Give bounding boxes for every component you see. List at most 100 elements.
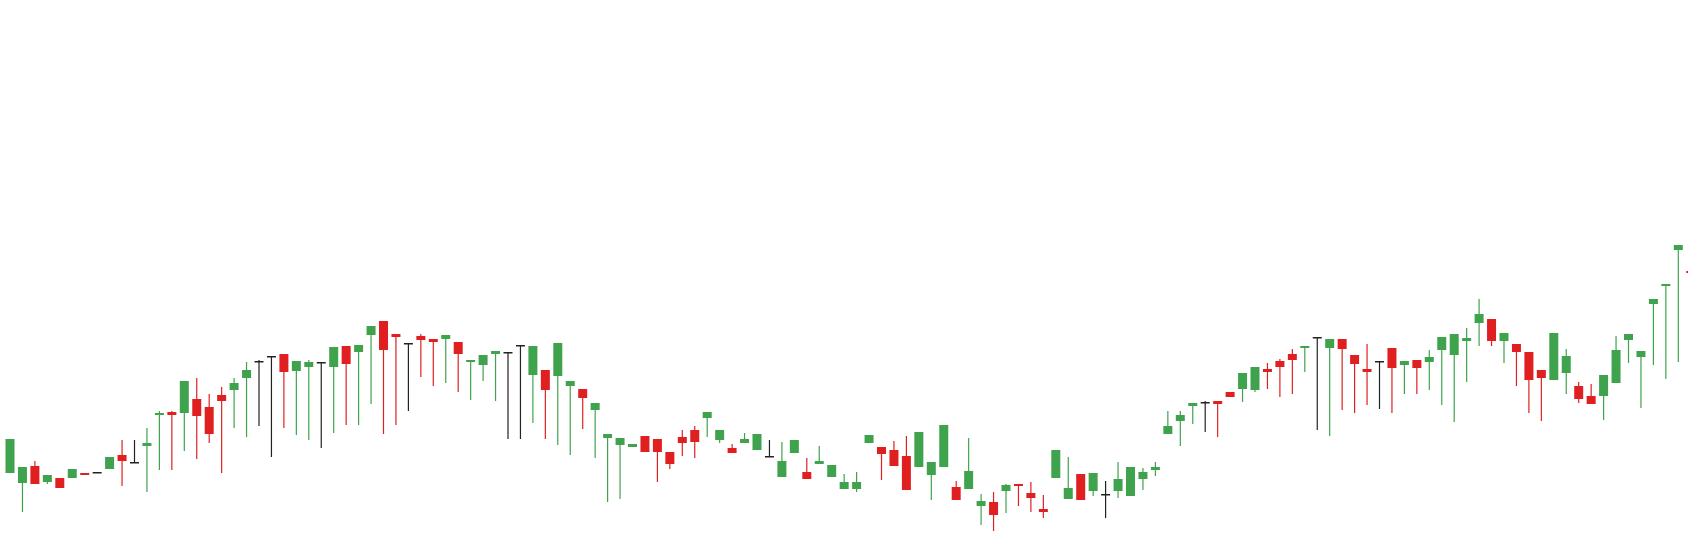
candle xyxy=(702,412,712,437)
candle xyxy=(1648,299,1658,365)
candle xyxy=(789,440,799,453)
candle-body xyxy=(1524,352,1534,380)
candles-layer xyxy=(5,245,1688,531)
candle-body xyxy=(540,370,550,390)
candle xyxy=(1225,392,1235,397)
candle-body xyxy=(1300,346,1310,348)
candle-body xyxy=(416,336,426,340)
candle-body xyxy=(1175,415,1185,421)
candle-body xyxy=(391,334,401,337)
candle-body xyxy=(279,354,289,372)
candle-body xyxy=(379,321,388,350)
candle xyxy=(777,442,787,477)
candle xyxy=(478,355,488,381)
candle-body xyxy=(727,448,737,453)
candle-body xyxy=(1063,488,1073,499)
candle-body xyxy=(839,482,849,489)
candle-body xyxy=(1026,493,1036,498)
candle-body xyxy=(1337,339,1347,349)
candle-body xyxy=(640,436,650,452)
candle xyxy=(466,360,476,400)
candle-body xyxy=(1088,473,1098,491)
candle xyxy=(17,467,27,512)
candle xyxy=(877,447,886,480)
candle-body xyxy=(466,360,476,362)
candle xyxy=(989,492,999,531)
candle-body xyxy=(1350,355,1360,364)
candle-body xyxy=(428,339,438,342)
candle-body xyxy=(1163,426,1173,434)
candle-body xyxy=(1511,344,1521,352)
candle-body xyxy=(889,450,899,466)
candle xyxy=(1325,339,1335,436)
candle xyxy=(515,345,525,439)
candle-body xyxy=(1238,373,1248,389)
candle-body xyxy=(827,465,837,477)
candle xyxy=(354,345,364,425)
candle xyxy=(1399,361,1409,394)
candle xyxy=(1088,473,1098,496)
candle-body xyxy=(254,361,264,363)
candle-body xyxy=(491,351,501,354)
candle-body xyxy=(652,439,662,452)
candle xyxy=(1487,319,1497,346)
candle xyxy=(827,465,837,477)
candle xyxy=(291,361,301,435)
candle xyxy=(677,430,687,456)
candle-body xyxy=(1188,403,1198,406)
candle-body xyxy=(989,502,999,515)
candle-body xyxy=(565,381,575,386)
candle xyxy=(814,446,824,464)
candle-body xyxy=(217,395,227,401)
candle xyxy=(901,436,911,490)
candle xyxy=(142,428,152,492)
candle xyxy=(379,321,388,434)
candle xyxy=(1026,482,1036,512)
candle-body xyxy=(914,432,924,467)
candle xyxy=(1337,339,1347,410)
candle xyxy=(30,461,40,484)
candle-body xyxy=(1611,350,1621,383)
candle-body xyxy=(1648,299,1658,304)
candle-body xyxy=(877,447,886,454)
candle-body xyxy=(603,434,613,438)
candle xyxy=(652,439,662,482)
candle xyxy=(1449,334,1459,422)
candle xyxy=(1524,352,1534,413)
candle xyxy=(690,426,700,458)
candle xyxy=(615,438,625,499)
candle-body xyxy=(1001,485,1011,491)
candle xyxy=(1549,333,1559,380)
candle-body xyxy=(515,345,525,347)
candle-body xyxy=(1661,284,1671,286)
candle xyxy=(1350,355,1360,413)
candle xyxy=(391,334,401,425)
candle-body xyxy=(628,444,637,447)
candle xyxy=(42,475,52,484)
candle xyxy=(1051,450,1061,478)
candle xyxy=(329,347,339,433)
candle xyxy=(416,334,426,377)
candle-body xyxy=(1013,484,1023,486)
candle xyxy=(67,469,77,478)
candle xyxy=(1063,457,1073,499)
candle-body xyxy=(901,456,911,490)
candle-body xyxy=(204,407,214,434)
candle xyxy=(1636,351,1646,408)
candle xyxy=(1175,411,1185,446)
candle xyxy=(628,444,637,447)
candle-body xyxy=(30,466,40,484)
candle-body xyxy=(130,462,139,464)
candle-body xyxy=(553,343,563,376)
candle xyxy=(1275,359,1285,397)
candle xyxy=(1561,349,1571,394)
candle xyxy=(951,481,961,500)
candle xyxy=(1673,245,1683,362)
candle xyxy=(1101,481,1111,518)
candle-body xyxy=(478,355,488,365)
candle-body xyxy=(1387,348,1397,368)
candle xyxy=(1511,344,1521,386)
candle xyxy=(1424,350,1434,390)
candle-body xyxy=(802,472,812,479)
candle-body xyxy=(951,487,961,500)
